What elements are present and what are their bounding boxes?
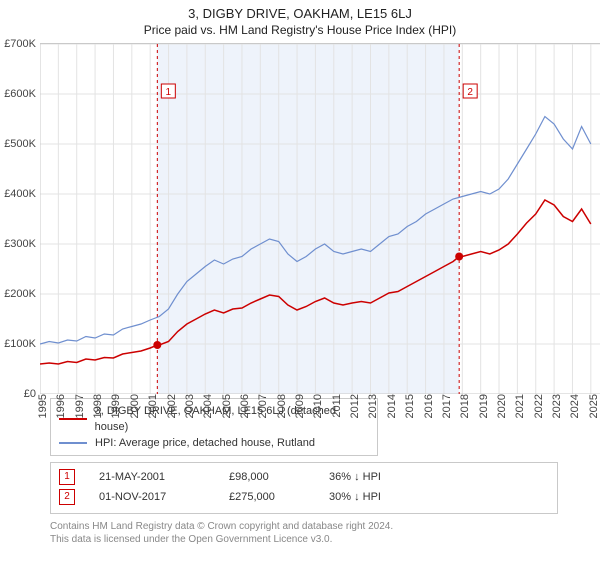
y-tick-label: £300K [4,238,36,250]
x-tick-label: 2017 [441,394,453,418]
x-tick-label: 2018 [459,394,471,418]
svg-text:2: 2 [467,87,473,98]
x-tick-label: 2002 [166,394,178,418]
x-tick-label: 2020 [496,394,508,418]
x-tick-label: 2005 [221,394,233,418]
x-tick-label: 2001 [147,394,159,418]
y-tick-label: £400K [4,188,36,200]
marker-price: £275,000 [229,487,329,507]
x-tick-label: 2006 [239,394,251,418]
x-tick-label: 2022 [533,394,545,418]
y-tick-label: £600K [4,88,36,100]
x-tick-label: 1999 [110,394,122,418]
x-tick-label: 2024 [569,394,581,418]
legend-swatch [59,442,87,444]
x-tick-label: 2003 [184,394,196,418]
x-tick-label: 2023 [551,394,563,418]
x-tick-label: 2025 [588,394,600,418]
footer-line2: This data is licensed under the Open Gov… [50,533,600,546]
x-tick-label: 2010 [312,394,324,418]
x-tick-label: 2000 [129,394,141,418]
x-tick-label: 1998 [92,394,104,418]
marker-price: £98,000 [229,467,329,487]
x-tick-label: 2012 [349,394,361,418]
chart-title: 3, DIGBY DRIVE, OAKHAM, LE15 6LJ [0,6,600,21]
marker-date: 01-NOV-2017 [99,487,229,507]
x-tick-label: 2019 [478,394,490,418]
marker-badge: 2 [59,489,75,505]
x-tick-label: 2021 [514,394,526,418]
marker-pct: 30% ↓ HPI [329,487,429,507]
y-tick-label: £500K [4,138,36,150]
x-tick-label: 1995 [37,394,49,418]
legend-label: HPI: Average price, detached house, Rutl… [95,435,315,451]
y-tick-label: £100K [4,338,36,350]
x-tick-label: 2004 [202,394,214,418]
markers-box: 1 21-MAY-2001£98,00036% ↓ HPI 2 01-NOV-2017… [50,462,558,514]
marker-date: 21-MAY-2001 [99,467,229,487]
x-tick-label: 2008 [276,394,288,418]
x-tick-label: 2014 [386,394,398,418]
plot-svg: 12 [40,44,600,394]
footer-text: Contains HM Land Registry data © Crown c… [50,520,600,546]
chart-container: 3, DIGBY DRIVE, OAKHAM, LE15 6LJ Price p… [0,6,600,566]
chart-area: £0£100K£200K£300K£400K£500K£600K£700K199… [40,43,600,394]
legend-item: HPI: Average price, detached house, Rutl… [59,435,369,451]
marker-row: 1 21-MAY-2001£98,00036% ↓ HPI [59,467,549,487]
x-tick-label: 2016 [423,394,435,418]
svg-text:1: 1 [166,87,172,98]
x-tick-label: 2011 [331,394,343,418]
x-tick-label: 1997 [74,394,86,418]
y-tick-label: £700K [4,38,36,50]
x-tick-label: 1996 [55,394,67,418]
y-tick-label: £0 [24,388,36,400]
footer-line1: Contains HM Land Registry data © Crown c… [50,520,600,533]
x-tick-label: 2009 [294,394,306,418]
y-tick-label: £200K [4,288,36,300]
marker-pct: 36% ↓ HPI [329,467,429,487]
x-tick-label: 2013 [367,394,379,418]
x-tick-label: 2015 [404,394,416,418]
x-tick-label: 2007 [257,394,269,418]
marker-badge: 1 [59,469,75,485]
marker-row: 2 01-NOV-2017£275,00030% ↓ HPI [59,487,549,507]
chart-subtitle: Price paid vs. HM Land Registry's House … [0,23,600,37]
